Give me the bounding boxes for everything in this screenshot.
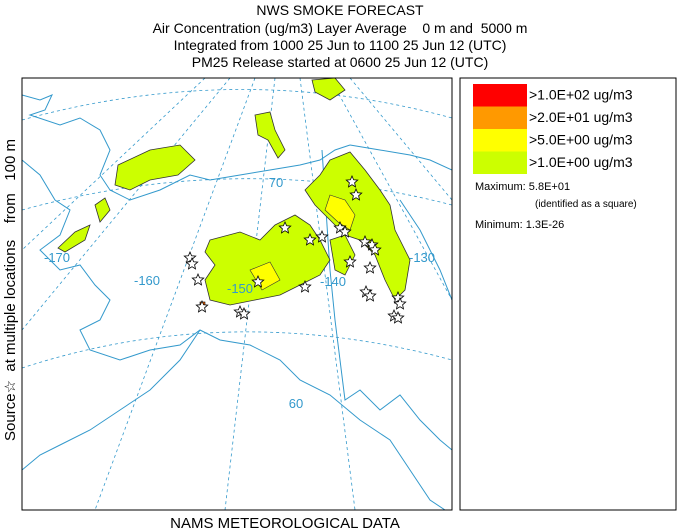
smoke-area (304, 151, 411, 301)
map-content (22, 78, 452, 510)
minimum-label: Minimum: 1.3E-26 (475, 219, 564, 231)
source-markers (183, 174, 407, 324)
source-star (391, 310, 405, 324)
title: NWS SMOKE FORECAST (256, 2, 424, 18)
source-star (191, 272, 205, 286)
subtitle-line: Integrated from 1000 25 Jun to 1100 25 J… (174, 37, 507, 53)
subtitle-line: Air Concentration (ug/m3) Layer Average … (153, 20, 528, 36)
source-star (237, 306, 251, 320)
graticule (349, 78, 452, 201)
legend: >1.0E+02 ug/m3 >2.0E+01 ug/m3 >5.0E+00 ug/… (473, 84, 633, 174)
smoke-area (311, 78, 346, 101)
longitude-label: -150 (227, 281, 253, 296)
map-frame (21, 77, 453, 511)
longitude-label: -160 (134, 273, 160, 288)
coastline (399, 199, 452, 301)
source-star (349, 187, 363, 201)
source-star (363, 288, 377, 302)
legend-swatch (473, 151, 527, 174)
source-star (278, 220, 292, 234)
source-star (303, 232, 317, 246)
latitude-label: 70 (269, 175, 283, 190)
longitude-label: -130 (409, 250, 435, 265)
subtitle-line: PM25 Release started at 0600 25 Jun 12 (… (192, 54, 489, 70)
maximum-label: Maximum: 5.8E+01 (475, 181, 570, 193)
source-star (338, 224, 352, 238)
coastline (22, 329, 201, 471)
source-star (315, 229, 329, 243)
longitude-label: -170 (44, 250, 70, 265)
graticule (22, 89, 452, 121)
longitude-label: -140 (320, 274, 346, 289)
legend-label: >1.0E+00 ug/m3 (529, 154, 633, 170)
source-star (393, 296, 407, 310)
smoke-area (204, 214, 331, 306)
legend-label: >1.0E+02 ug/m3 (529, 87, 633, 103)
graticule (329, 78, 452, 301)
source-star (195, 299, 209, 313)
footer: NAMS METEOROLOGICAL DATA (170, 515, 400, 532)
source-star (298, 279, 312, 293)
smoke-area (94, 197, 111, 223)
graticule (22, 178, 452, 211)
source-star (363, 260, 377, 274)
source-star (185, 256, 199, 270)
coastline (22, 159, 446, 510)
graticule (22, 331, 452, 369)
graticule (22, 78, 231, 331)
coastline (349, 144, 452, 171)
graticule (299, 78, 356, 510)
legend-label: >5.0E+00 ug/m3 (529, 132, 633, 148)
smoke-area (114, 144, 196, 191)
legend-swatch (473, 106, 527, 129)
coastline (321, 149, 452, 451)
source-star (343, 254, 357, 268)
graticule (94, 78, 256, 510)
smoke-area (329, 234, 356, 276)
map: -170 -160 -150 -140 -130 70 60 (21, 77, 453, 511)
source-star (368, 242, 382, 256)
legend-swatch (473, 84, 527, 107)
smoke-area (57, 224, 91, 253)
legend-label: >2.0E+01 ug/m3 (529, 109, 633, 125)
coastline (22, 94, 351, 201)
source-star (251, 274, 265, 288)
source-star (345, 174, 359, 188)
maximum-note: (identified as a square) (535, 199, 637, 210)
source-star (183, 250, 197, 264)
source-label: Source☆ at multiple locations from 100 m (2, 139, 19, 441)
latitude-label: 60 (289, 396, 303, 411)
smoke-area (254, 111, 286, 159)
legend-swatch (473, 129, 527, 152)
